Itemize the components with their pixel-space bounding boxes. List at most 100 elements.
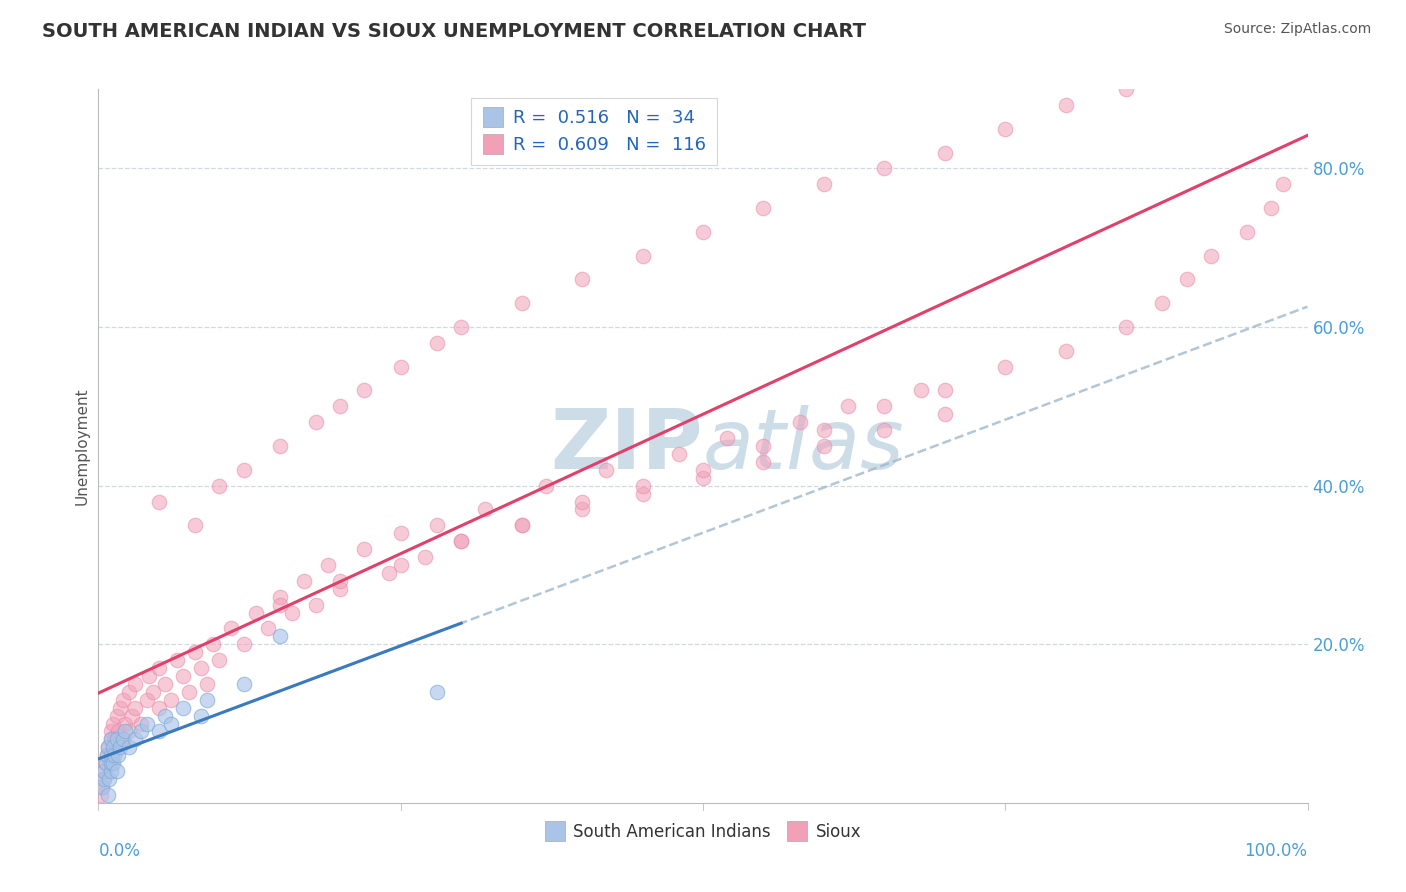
Point <box>813 439 835 453</box>
Point <box>121 708 143 723</box>
Point <box>631 478 654 492</box>
Point <box>148 700 170 714</box>
Point <box>789 415 811 429</box>
Point <box>692 463 714 477</box>
Point <box>329 574 352 588</box>
Point <box>100 732 122 747</box>
Point <box>195 677 218 691</box>
Point <box>631 486 654 500</box>
Point <box>692 471 714 485</box>
Point <box>426 518 449 533</box>
Point <box>100 756 122 771</box>
Point <box>91 780 114 794</box>
Point <box>100 732 122 747</box>
Point <box>93 764 115 778</box>
Point <box>172 700 194 714</box>
Point <box>166 653 188 667</box>
Point <box>105 764 128 778</box>
Point <box>135 692 157 706</box>
Point <box>510 518 533 533</box>
Point <box>153 708 176 723</box>
Point <box>111 732 134 747</box>
Point <box>98 772 121 786</box>
Point <box>208 653 231 667</box>
Point <box>148 724 170 739</box>
Point <box>124 732 146 747</box>
Point <box>813 423 835 437</box>
Point <box>100 748 122 763</box>
Point <box>873 161 896 176</box>
Point <box>1115 82 1137 96</box>
Point <box>100 724 122 739</box>
Point <box>202 637 225 651</box>
Point <box>934 407 956 421</box>
Point <box>450 320 472 334</box>
Point <box>96 748 118 763</box>
Point <box>108 740 131 755</box>
Point <box>172 669 194 683</box>
Point <box>934 384 956 398</box>
Point <box>752 201 775 215</box>
Point <box>692 225 714 239</box>
Point <box>160 692 183 706</box>
Point <box>100 748 122 763</box>
Point <box>305 598 328 612</box>
Point <box>510 296 533 310</box>
Point <box>94 756 117 771</box>
Point <box>93 764 115 778</box>
Point <box>1054 343 1077 358</box>
Point <box>153 677 176 691</box>
Point <box>269 598 291 612</box>
Point <box>91 772 114 786</box>
Point <box>101 756 124 771</box>
Point <box>138 669 160 683</box>
Point <box>98 756 121 771</box>
Point <box>994 121 1017 136</box>
Point <box>103 748 125 763</box>
Point <box>426 685 449 699</box>
Point <box>534 478 557 492</box>
Legend: South American Indians, Sioux: South American Indians, Sioux <box>538 817 868 848</box>
Point <box>245 606 267 620</box>
Point <box>190 708 212 723</box>
Point <box>668 447 690 461</box>
Point <box>114 724 136 739</box>
Point <box>426 335 449 350</box>
Point <box>1054 98 1077 112</box>
Point <box>474 502 496 516</box>
Point <box>1236 225 1258 239</box>
Point <box>124 677 146 691</box>
Point <box>813 178 835 192</box>
Point <box>129 716 152 731</box>
Point <box>281 606 304 620</box>
Point <box>716 431 738 445</box>
Text: atlas: atlas <box>703 406 904 486</box>
Point <box>91 780 114 794</box>
Point <box>994 359 1017 374</box>
Point <box>97 740 120 755</box>
Text: ZIP: ZIP <box>551 406 703 486</box>
Point <box>256 621 278 635</box>
Point <box>1260 201 1282 215</box>
Point <box>1152 296 1174 310</box>
Point <box>90 788 112 802</box>
Point <box>389 526 412 541</box>
Point <box>910 384 932 398</box>
Point <box>752 455 775 469</box>
Point <box>160 716 183 731</box>
Point <box>101 740 124 755</box>
Point <box>93 772 115 786</box>
Point <box>129 724 152 739</box>
Point <box>450 534 472 549</box>
Point <box>1272 178 1295 192</box>
Text: 100.0%: 100.0% <box>1244 842 1308 860</box>
Point <box>752 439 775 453</box>
Point <box>190 661 212 675</box>
Point <box>108 700 131 714</box>
Point <box>101 716 124 731</box>
Point <box>114 716 136 731</box>
Point <box>389 558 412 572</box>
Point <box>873 423 896 437</box>
Point <box>148 661 170 675</box>
Point <box>184 645 207 659</box>
